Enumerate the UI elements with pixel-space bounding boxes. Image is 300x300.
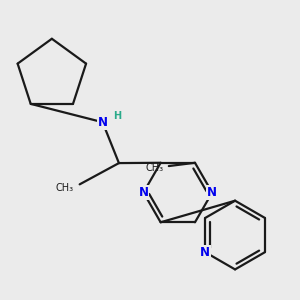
Text: CH₃: CH₃ [56, 183, 74, 193]
Text: N: N [200, 246, 210, 259]
Text: CH₃: CH₃ [146, 163, 164, 173]
Text: N: N [139, 186, 148, 199]
Text: H: H [113, 111, 121, 121]
Text: N: N [98, 116, 108, 129]
Text: N: N [207, 186, 217, 199]
